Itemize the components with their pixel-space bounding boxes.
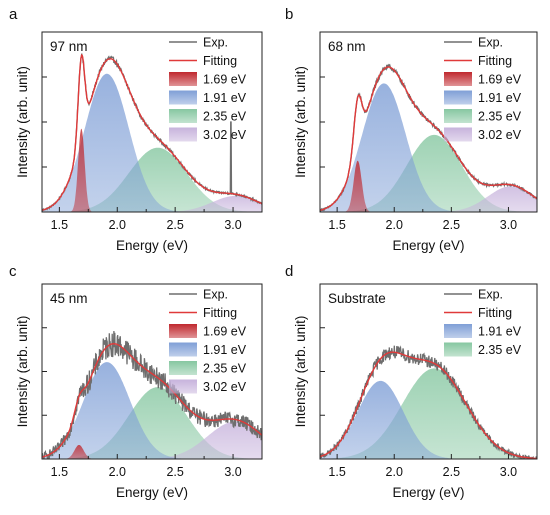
y-axis-label: Intensity (arb. unit) [15, 316, 30, 428]
legend-label-component: 1.69 eV [203, 73, 247, 87]
legend-swatch-component [169, 361, 197, 375]
legend-label-component: 1.69 eV [203, 325, 247, 339]
fitting-curve [320, 66, 537, 211]
x-tick-label: 3.0 [500, 218, 517, 232]
component-area-3-02-eV [42, 195, 262, 212]
plot-area [320, 345, 537, 459]
legend-label-component: 1.91 eV [203, 343, 247, 357]
x-tick-label: 2.0 [109, 465, 126, 479]
x-tick-label: 3.0 [224, 218, 241, 232]
component-area-2-35-eV [320, 368, 537, 459]
component-area-1-91-eV [320, 380, 537, 459]
x-tick-label: 2.0 [386, 465, 403, 479]
legend-label-component: 3.02 eV [203, 128, 247, 142]
panel-b: 1.5 2.0 2.5 3.0 Energy (eV) Intensity (arb. u… [285, 6, 538, 253]
component-area-1-91-eV [320, 83, 537, 212]
fitting-curve [42, 342, 262, 458]
x-tick-label: 1.5 [328, 465, 345, 479]
legend: Exp. Fitting 1.91 eV 2.35 eV [444, 288, 522, 357]
legend-label-component: 2.35 eV [203, 362, 247, 376]
panel-a: 1.5 2.0 2.5 3.0 Energy (eV) Intensity (arb. u… [9, 6, 263, 253]
y-axis-label: Intensity (arb. unit) [293, 66, 308, 178]
plot-area [42, 53, 262, 212]
x-tick-label: 2.0 [109, 218, 126, 232]
x-tick-label: 2.5 [443, 218, 460, 232]
legend-swatch-component [444, 109, 472, 123]
panel-letter: d [285, 263, 293, 280]
legend-label-exp: Exp. [203, 288, 228, 302]
legend-label-component: 2.35 eV [478, 343, 522, 357]
legend-swatch-component [169, 127, 197, 142]
x-tick-label: 2.0 [386, 218, 403, 232]
legend-swatch-component [169, 109, 197, 123]
legend-swatch-component [169, 90, 197, 105]
panel-c: 1.5 2.0 2.5 3.0 Energy (eV) Intensity (arb. u… [9, 263, 263, 500]
legend-label-component: 1.91 eV [478, 91, 522, 105]
panel-letter: c [9, 263, 17, 280]
panel-annotation: 68 nm [328, 39, 366, 54]
component-area-2-35-eV [42, 147, 262, 212]
panel-annotation: Substrate [328, 291, 386, 306]
x-tick-label: 3.0 [500, 465, 517, 479]
legend-label-component: 1.69 eV [478, 73, 522, 87]
panel-d: 1.5 2.0 2.5 3.0 Energy (eV) Intensity (arb. u… [285, 263, 538, 500]
plot-area [42, 330, 262, 459]
x-tick-label: 3.0 [224, 465, 241, 479]
panel-annotation: 97 nm [50, 39, 88, 54]
legend-label-fit: Fitting [478, 306, 512, 320]
legend: Exp. Fitting 1.69 eV 1.91 eV 2.35 eV 3.02 eV [169, 288, 247, 394]
x-tick-label: 1.5 [51, 218, 68, 232]
component-area-3-02-eV [42, 421, 262, 459]
legend-swatch-component [169, 342, 197, 357]
panel-letter: b [285, 6, 293, 23]
legend-swatch-component [169, 324, 197, 338]
component-area-1-91-eV [42, 362, 262, 459]
y-axis-label: Intensity (arb. unit) [293, 316, 308, 428]
plot-area [320, 63, 537, 212]
panel-letter: a [9, 6, 18, 23]
legend-swatch-component [444, 342, 472, 357]
x-tick-label: 2.5 [166, 218, 183, 232]
legend: Exp. Fitting 1.69 eV 1.91 eV 2.35 eV 3.02 eV [169, 36, 247, 142]
panel-annotation: 45 nm [50, 291, 88, 306]
legend: Exp. Fitting 1.69 eV 1.91 eV 2.35 eV 3.02 eV [444, 36, 522, 142]
legend-label-component: 1.91 eV [478, 325, 522, 339]
component-area-3-02-eV [320, 186, 537, 212]
legend-label-component: 2.35 eV [478, 110, 522, 124]
x-axis-label: Energy (eV) [116, 238, 188, 253]
legend-label-fit: Fitting [203, 306, 237, 320]
legend-label-component: 3.02 eV [203, 380, 247, 394]
component-area-2-35-eV [42, 387, 262, 459]
legend-label-component: 1.91 eV [203, 91, 247, 105]
legend-swatch-component [169, 72, 197, 86]
y-axis-label: Intensity (arb. unit) [15, 66, 30, 178]
legend-swatch-component [444, 72, 472, 86]
fitting-curve [320, 351, 537, 459]
legend-swatch-component [444, 90, 472, 105]
x-tick-label: 1.5 [328, 218, 345, 232]
legend-swatch-component [444, 324, 472, 338]
legend-label-fit: Fitting [203, 54, 237, 68]
legend-label-exp: Exp. [203, 36, 228, 50]
legend-label-exp: Exp. [478, 36, 503, 50]
legend-label-fit: Fitting [478, 54, 512, 68]
x-axis-label: Energy (eV) [116, 485, 188, 500]
x-tick-label: 1.5 [51, 465, 68, 479]
x-axis-label: Energy (eV) [392, 238, 464, 253]
legend-swatch-component [444, 127, 472, 142]
component-area-1-91-eV [42, 73, 262, 212]
x-tick-label: 2.5 [166, 465, 183, 479]
x-tick-label: 2.5 [443, 465, 460, 479]
legend-label-component: 3.02 eV [478, 128, 522, 142]
component-area-2-35-eV [320, 134, 537, 212]
fitting-curve [42, 53, 262, 211]
x-axis-label: Energy (eV) [392, 485, 464, 500]
legend-label-exp: Exp. [478, 288, 503, 302]
legend-swatch-component [169, 379, 197, 394]
legend-label-component: 2.35 eV [203, 110, 247, 124]
